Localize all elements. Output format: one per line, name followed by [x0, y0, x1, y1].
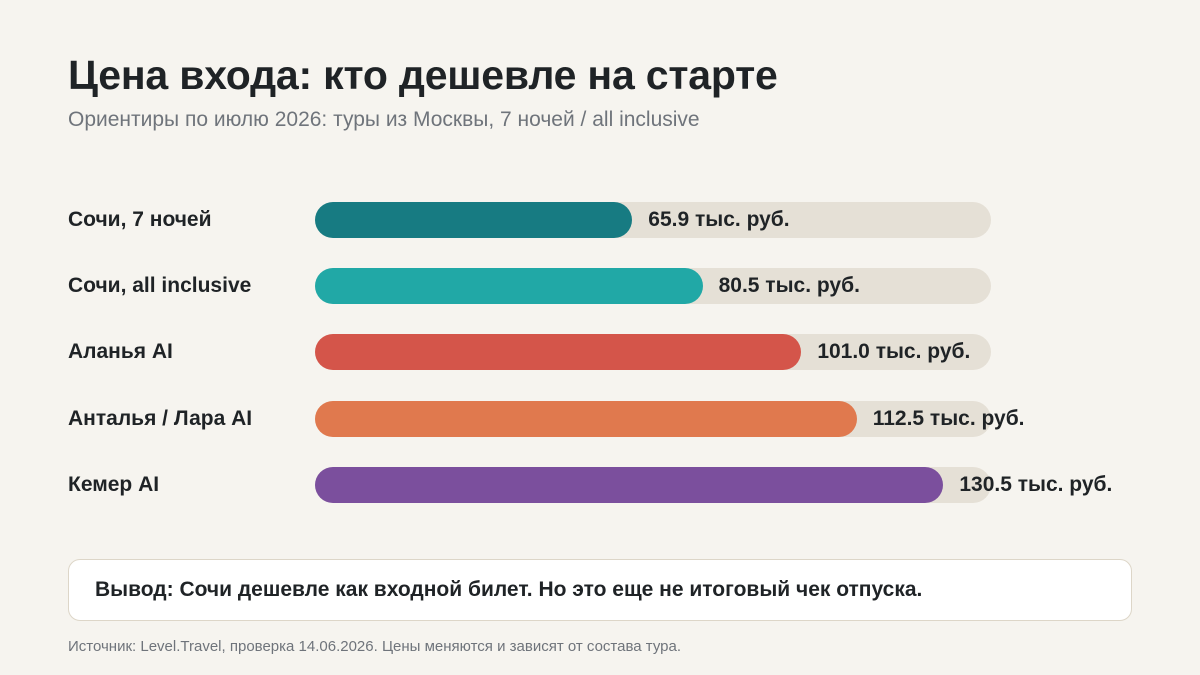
category-label: Анталья / Лара AI [68, 407, 253, 430]
value-label: 101.0 тыс. руб. [817, 340, 971, 363]
category-label: Аланья AI [68, 340, 173, 363]
category-label: Сочи, 7 ночей [68, 208, 212, 231]
conclusion-box: Вывод: Сочи дешевле как входной билет. Н… [68, 559, 1132, 621]
category-label: Кемер AI [68, 473, 160, 496]
source-note: Источник: Level.Travel, проверка 14.06.2… [68, 638, 682, 655]
value-label: 112.5 тыс. руб. [872, 407, 1025, 430]
bar-row: Кемер AI 130.5 тыс. руб. [0, 467, 1200, 507]
bar [315, 334, 802, 370]
bar-row: Сочи, all inclusive 80.5 тыс. руб. [0, 268, 1200, 308]
bar-row: Анталья / Лара AI 112.5 тыс. руб. [0, 401, 1200, 441]
chart-subtitle: Ориентиры по июлю 2026: туры из Москвы, … [68, 108, 700, 131]
bar [315, 268, 703, 304]
bar-row: Аланья AI 101.0 тыс. руб. [0, 334, 1200, 374]
bar [315, 202, 633, 238]
bar [315, 401, 857, 437]
conclusion-text: Вывод: Сочи дешевле как входной билет. Н… [95, 578, 923, 601]
category-label: Сочи, all inclusive [68, 274, 252, 297]
chart-title: Цена входа: кто дешевле на старте [68, 52, 778, 98]
value-label: 65.9 тыс. руб. [648, 208, 790, 231]
value-label: 80.5 тыс. руб. [718, 274, 860, 297]
bar-row: Сочи, 7 ночей 65.9 тыс. руб. [0, 202, 1200, 242]
bar [315, 467, 944, 503]
value-label: 130.5 тыс. руб. [959, 473, 1113, 496]
